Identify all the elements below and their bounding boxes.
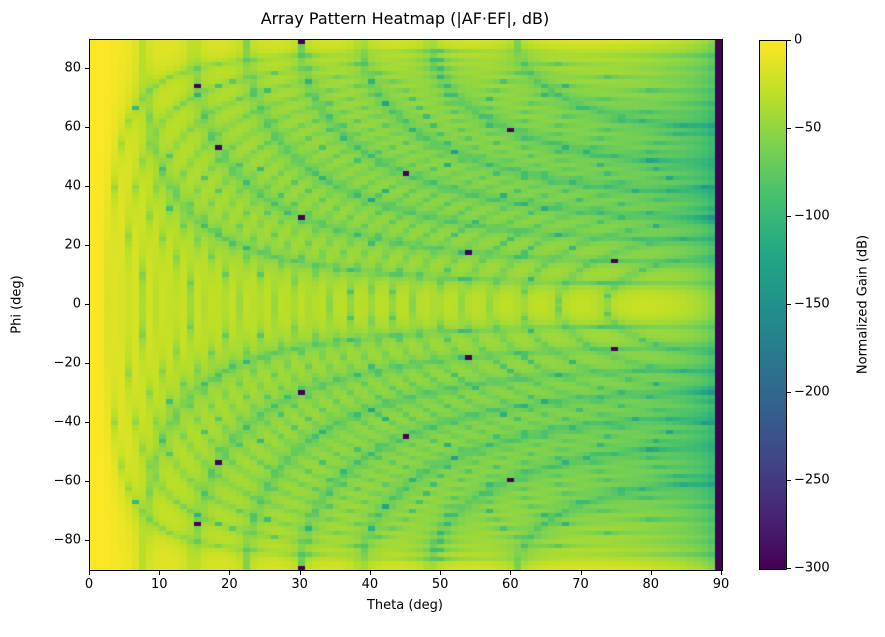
y-tick-mark bbox=[85, 362, 89, 364]
y-tick-label: −40 bbox=[53, 414, 81, 430]
colorbar-label: Normalized Gain (dB) bbox=[855, 234, 871, 375]
x-tick-label: 90 bbox=[712, 577, 730, 592]
colorbar-tick-mark bbox=[787, 568, 791, 569]
colorbar-gradient bbox=[760, 41, 786, 569]
y-tick-label: 0 bbox=[72, 296, 81, 312]
heatmap-plot-area bbox=[89, 39, 723, 571]
y-tick-label: 80 bbox=[64, 60, 81, 76]
y-tick-label: 40 bbox=[64, 178, 81, 194]
colorbar bbox=[759, 40, 787, 570]
colorbar-tick-label: −250 bbox=[794, 472, 830, 488]
x-tick-mark bbox=[650, 571, 652, 575]
colorbar-tick-label: −100 bbox=[794, 208, 830, 224]
x-tick-mark bbox=[440, 571, 442, 575]
x-tick-label: 30 bbox=[291, 577, 308, 592]
y-tick-label: 20 bbox=[64, 237, 81, 253]
y-tick-mark bbox=[85, 127, 89, 129]
x-tick-mark bbox=[159, 571, 161, 575]
x-tick-label: 0 bbox=[84, 577, 94, 592]
x-tick-mark bbox=[580, 571, 582, 575]
x-tick-label: 50 bbox=[431, 577, 449, 592]
y-tick-label: −80 bbox=[53, 532, 81, 548]
colorbar-tick-mark bbox=[787, 40, 791, 41]
x-tick-label: 20 bbox=[221, 577, 238, 592]
x-tick-mark bbox=[89, 571, 90, 575]
x-tick-label: 80 bbox=[642, 577, 660, 592]
x-tick-mark bbox=[229, 571, 231, 575]
heatmap-canvas bbox=[90, 40, 722, 570]
colorbar-tick-label: 0 bbox=[794, 32, 803, 48]
x-tick-label: 10 bbox=[150, 577, 168, 592]
x-tick-label: 40 bbox=[361, 577, 379, 592]
x-tick-label: 60 bbox=[502, 577, 519, 592]
colorbar-tick-label: −300 bbox=[794, 560, 830, 576]
x-axis-label: Theta (deg) bbox=[366, 598, 444, 613]
chart-title: Array Pattern Heatmap (|AF·EF|, dB) bbox=[260, 9, 550, 28]
y-tick-mark bbox=[85, 480, 89, 482]
y-tick-mark bbox=[85, 421, 89, 423]
y-tick-label: 60 bbox=[64, 119, 81, 135]
x-tick-mark bbox=[369, 571, 371, 575]
y-tick-mark bbox=[85, 68, 89, 70]
y-axis-label: Phi (deg) bbox=[9, 275, 25, 334]
colorbar-tick-mark bbox=[787, 216, 791, 217]
y-tick-mark bbox=[85, 245, 89, 247]
y-tick-label: −20 bbox=[53, 355, 81, 371]
y-tick-mark bbox=[85, 186, 89, 188]
colorbar-tick-label: −150 bbox=[794, 296, 830, 312]
y-tick-mark bbox=[85, 539, 89, 541]
colorbar-tick-label: −200 bbox=[794, 384, 830, 400]
x-tick-mark bbox=[299, 571, 301, 575]
colorbar-tick-mark bbox=[787, 304, 791, 305]
colorbar-tick-mark bbox=[787, 392, 791, 393]
colorbar-tick-mark bbox=[787, 480, 791, 481]
y-tick-label: −60 bbox=[53, 473, 81, 489]
colorbar-tick-label: −50 bbox=[794, 120, 822, 136]
colorbar-tick-mark bbox=[787, 128, 791, 129]
x-tick-mark bbox=[721, 571, 722, 575]
x-tick-label: 70 bbox=[572, 577, 589, 592]
x-tick-mark bbox=[510, 571, 512, 575]
y-tick-mark bbox=[85, 304, 89, 305]
